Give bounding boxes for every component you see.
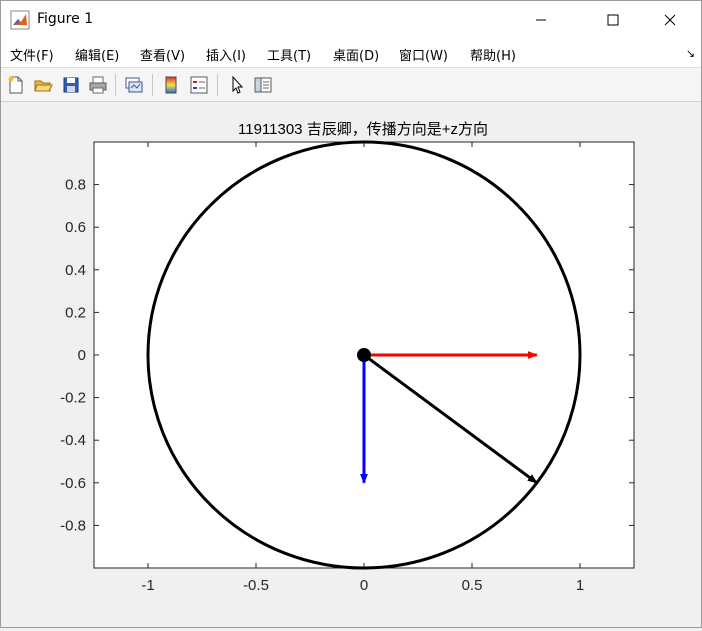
- y-tick-label: -0.8: [60, 517, 86, 534]
- plot-title: 11911303 吉辰卿，传播方向是+z方向: [238, 121, 488, 138]
- matlab-logo-icon: [10, 10, 30, 30]
- y-tick-label: 0.6: [65, 219, 86, 236]
- maximize-button[interactable]: [590, 1, 636, 39]
- link-plot-button[interactable]: [122, 73, 146, 97]
- property-inspector-icon: [254, 77, 272, 93]
- resultant-vector: [363, 353, 538, 485]
- window-title: Figure 1: [37, 11, 94, 27]
- y-tick-label: -0.2: [60, 390, 86, 407]
- property-inspector-button[interactable]: [251, 73, 275, 97]
- open-file-button[interactable]: [31, 73, 55, 97]
- minimize-button[interactable]: [518, 1, 564, 39]
- menu-insert[interactable]: 插入(I): [206, 49, 246, 64]
- unit-circle: [146, 140, 582, 570]
- edit-plot-button[interactable]: [225, 73, 249, 97]
- x-tick-label: -1: [141, 577, 154, 594]
- x-tick-label: 0: [360, 577, 368, 594]
- close-button[interactable]: [647, 1, 693, 39]
- legend-button[interactable]: [187, 73, 211, 97]
- menu-view[interactable]: 查看(V): [140, 49, 186, 64]
- toolbar-separator: [152, 74, 153, 96]
- x-tick-label: 1: [576, 577, 584, 594]
- menu-window[interactable]: 窗口(W): [399, 49, 448, 64]
- figure-canvas[interactable]: 11911303 吉辰卿，传播方向是+z方向 -1 -0.5 0 0.5 1 0.8 0.6…: [1, 102, 701, 627]
- origin-marker: [357, 348, 371, 362]
- legend-icon: [190, 76, 208, 94]
- figure-toolbar: [1, 68, 701, 102]
- print-button[interactable]: [86, 73, 110, 97]
- x-tick-label: 0.5: [462, 577, 483, 594]
- close-icon: [664, 14, 676, 26]
- axes-svg[interactable]: 11911303 吉辰卿，传播方向是+z方向 -1 -0.5 0 0.5 1 0.8 0.6…: [1, 102, 701, 627]
- x-tick-label: -0.5: [243, 577, 269, 594]
- y-tick-label: 0.8: [65, 177, 86, 194]
- menu-help[interactable]: 帮助(H): [470, 49, 516, 64]
- title-bar[interactable]: Figure 1: [1, 1, 701, 39]
- colorbar-button[interactable]: [159, 73, 183, 97]
- menu-edit[interactable]: 编辑(E): [75, 49, 120, 64]
- open-file-icon: [34, 80, 53, 92]
- maximize-icon: [607, 14, 619, 26]
- menu-desktop[interactable]: 桌面(D): [333, 49, 380, 64]
- menu-file[interactable]: 文件(F): [10, 49, 54, 64]
- link-plot-icon: [125, 77, 143, 93]
- menu-tools[interactable]: 工具(T): [267, 49, 312, 64]
- y-tick-label: 0.4: [65, 262, 86, 279]
- print-icon: [89, 76, 107, 94]
- minimize-icon: [536, 19, 546, 21]
- toolbar-separator: [115, 74, 116, 96]
- save-button[interactable]: [59, 73, 83, 97]
- y-tick-label: -0.4: [60, 432, 86, 449]
- edit-plot-arrow-icon: [232, 75, 244, 94]
- new-figure-icon: [8, 76, 23, 94]
- menu-bar: 文件(F) 编辑(E) 查看(V) 插入(I) 工具(T) 桌面(D) 窗口(W…: [1, 39, 701, 68]
- y-tick-label: -0.6: [60, 475, 86, 492]
- menu-overflow-arrow-icon[interactable]: ↘: [685, 47, 695, 60]
- colorbar-icon: [165, 76, 177, 94]
- y-tick-label: 0: [78, 347, 86, 364]
- new-figure-button[interactable]: [4, 73, 28, 97]
- toolbar-separator: [217, 74, 218, 96]
- y-tick-label: 0.2: [65, 304, 86, 321]
- save-icon: [63, 77, 79, 93]
